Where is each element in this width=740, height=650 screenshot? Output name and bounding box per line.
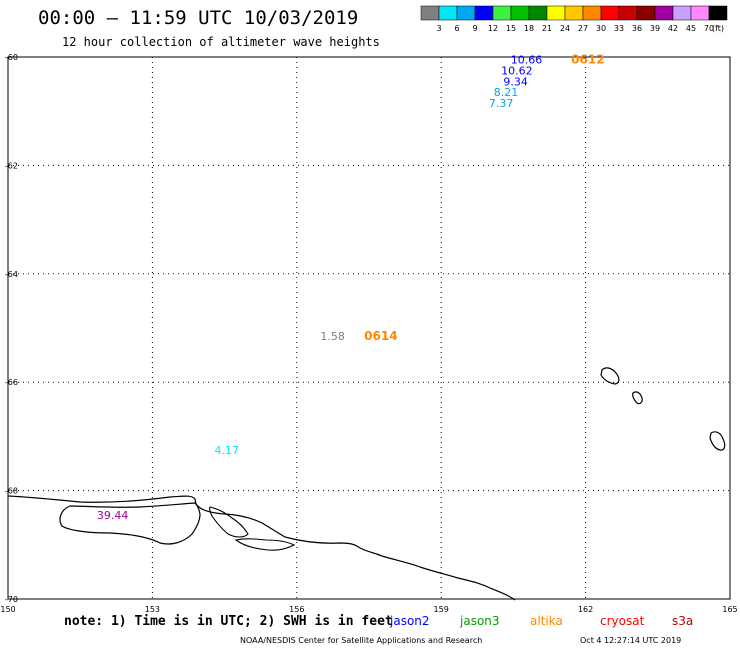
colorbar-label: 42 [668,24,678,33]
longitude-tick-label: 156 [289,605,304,614]
colorbar-swatch [654,5,674,21]
latitude-ticks: -60 -62 -64 -66 -68 -70 [5,53,18,604]
colorbar-label: 39 [650,24,660,33]
latitude-tick-label: -66 [5,378,18,387]
pass-time-label: 0612 [571,53,604,67]
island-2 [632,391,643,405]
colorbar-swatch [456,5,476,21]
colorbar-swatch [618,5,638,21]
coastline-inlet [59,502,201,545]
map-frame [7,56,731,600]
swh-observation-label: 7.37 [489,97,514,110]
colorbar-swatch [510,5,530,21]
colorbar-label: 45 [686,24,696,33]
colorbar-label: 3 [436,24,441,33]
render-timestamp: Oct 4 12:27:14 UTC 2019 [580,636,681,645]
colorbar-swatch [474,5,494,21]
coastline-peninsula [209,506,249,538]
colorbar-label: 30 [596,24,606,33]
longitude-ticks: 150 153 156 159 162 165 [0,605,737,614]
longitude-tick-label: 159 [434,605,449,614]
colorbar-swatch [420,5,440,21]
colorbar-swatch [528,5,548,21]
colorbar-swatch [600,5,620,21]
latitude-tick-label: -60 [5,53,18,62]
colorbar-swatch [582,5,602,21]
island-1 [600,367,620,385]
longitude-tick-label: 162 [578,605,593,614]
coastline-bay [234,538,296,551]
footnote: note: 1) Time is in UTC; 2) SWH is in fe… [64,614,393,629]
latitude-tick-label: -62 [5,161,18,170]
colorbar-label: 24 [560,24,570,33]
satellite-legend-cryosat: cryosat [600,614,645,628]
colorbar-swatch [690,5,710,21]
island-3 [709,431,726,451]
colorbar-unit: (ft) [712,24,724,33]
colorbar-swatch [708,5,728,21]
colorbar-label: 36 [632,24,642,33]
credit-line: NOAA/NESDIS Center for Satellite Applica… [240,636,482,645]
longitude-tick-label: 153 [145,605,160,614]
graticule-grid [8,57,730,599]
swh-observation-label: 9.34 [503,75,528,88]
colorbar-label: 18 [524,24,534,33]
colorbar-label: 6 [454,24,459,33]
latitude-tick-label: -68 [5,487,18,496]
swh-observation-label: 1.58 [320,330,345,343]
swh-observation-label: 39.44 [97,509,129,522]
pass-time-label: 0614 [364,329,397,343]
swh-observation-label: 8.21 [494,86,519,99]
satellite-legend-s3a: s3a [672,614,693,628]
colorbar-swatch [636,5,656,21]
pass-time-labels: 0612 0614 [364,53,604,343]
colorbar-label: 70 [704,24,714,33]
colorbar-swatch [672,5,692,21]
colorbar-swatch [438,5,458,21]
swh-observation-label: 10.62 [501,65,533,78]
colorbar-label: 21 [542,24,552,33]
latitude-tick-label: -64 [5,270,18,279]
swh-observation-label: 4.17 [215,444,240,457]
latitude-tick-label: -70 [5,595,18,604]
colorbar-swatch [564,5,584,21]
colorbar-swatch [546,5,566,21]
swh-observation-label: 10.66 [511,54,543,67]
figure-title: 00:00 – 11:59 UTC 10/03/2019 [38,7,358,29]
colorbar-label: 9 [472,24,477,33]
longitude-tick-label: 150 [0,605,15,614]
colorbar-label: 27 [578,24,588,33]
colorbar-label: 15 [506,24,516,33]
colorbar-swatch [492,5,512,21]
longitude-tick-label: 165 [722,605,737,614]
satellite-legend-altika: altika [530,614,563,628]
antarctic-coastline [7,495,516,601]
figure-subtitle: 12 hour collection of altimeter wave hei… [62,35,380,49]
wave-height-colorbar: 3 6 9 12 15 18 21 24 27 30 33 36 39 42 45 70 [420,5,728,33]
colorbar-label: 33 [614,24,624,33]
satellite-legend-jason3: jason3 [459,614,500,628]
satellite-legend: jason2 jason3 altika cryosat s3a [389,614,693,628]
colorbar-label: 12 [488,24,498,33]
satellite-legend-jason2: jason2 [389,614,430,628]
